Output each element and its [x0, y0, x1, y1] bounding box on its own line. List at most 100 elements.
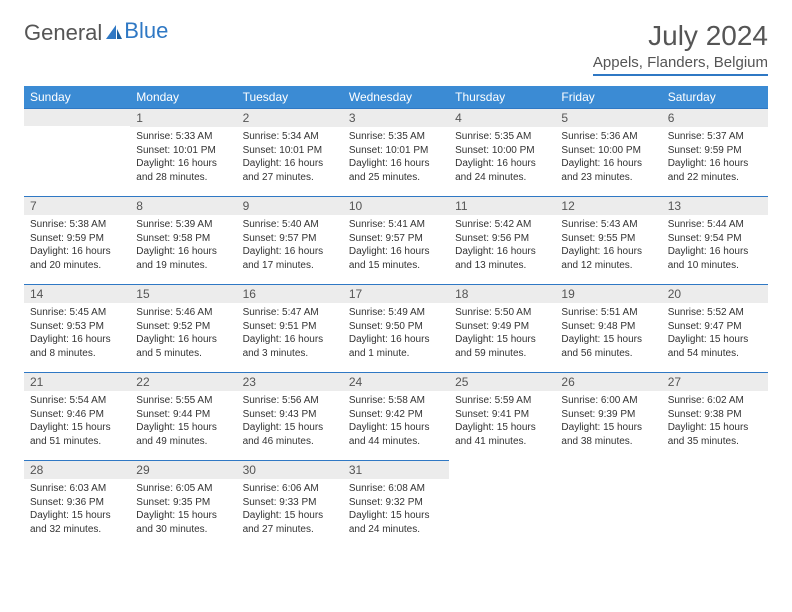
day-number: 18 [449, 284, 555, 303]
calendar-table: SundayMondayTuesdayWednesdayThursdayFrid… [24, 86, 768, 548]
weekday-header: Saturday [662, 86, 768, 108]
header: General Blue July 2024 Appels, Flanders,… [24, 20, 768, 76]
calendar-cell: 21Sunrise: 5:54 AMSunset: 9:46 PMDayligh… [24, 372, 130, 460]
day-number: 13 [662, 196, 768, 215]
calendar-cell: 30Sunrise: 6:06 AMSunset: 9:33 PMDayligh… [237, 460, 343, 548]
day-number: 14 [24, 284, 130, 303]
day-number: 9 [237, 196, 343, 215]
day-details: Sunrise: 5:42 AMSunset: 9:56 PMDaylight:… [449, 215, 555, 278]
day-details: Sunrise: 5:35 AMSunset: 10:01 PMDaylight… [343, 127, 449, 190]
day-number: 12 [555, 196, 661, 215]
calendar-cell: 28Sunrise: 6:03 AMSunset: 9:36 PMDayligh… [24, 460, 130, 548]
calendar-cell: 23Sunrise: 5:56 AMSunset: 9:43 PMDayligh… [237, 372, 343, 460]
day-number: 5 [555, 108, 661, 127]
calendar-cell [449, 460, 555, 548]
weekday-header: Wednesday [343, 86, 449, 108]
day-details: Sunrise: 5:35 AMSunset: 10:00 PMDaylight… [449, 127, 555, 190]
calendar-cell [24, 108, 130, 196]
calendar-cell: 11Sunrise: 5:42 AMSunset: 9:56 PMDayligh… [449, 196, 555, 284]
calendar-cell: 27Sunrise: 6:02 AMSunset: 9:38 PMDayligh… [662, 372, 768, 460]
day-details: Sunrise: 6:02 AMSunset: 9:38 PMDaylight:… [662, 391, 768, 454]
day-number: 22 [130, 372, 236, 391]
calendar-cell: 9Sunrise: 5:40 AMSunset: 9:57 PMDaylight… [237, 196, 343, 284]
calendar-cell: 6Sunrise: 5:37 AMSunset: 9:59 PMDaylight… [662, 108, 768, 196]
day-details: Sunrise: 5:47 AMSunset: 9:51 PMDaylight:… [237, 303, 343, 366]
calendar-cell: 10Sunrise: 5:41 AMSunset: 9:57 PMDayligh… [343, 196, 449, 284]
calendar-cell: 16Sunrise: 5:47 AMSunset: 9:51 PMDayligh… [237, 284, 343, 372]
day-details: Sunrise: 5:56 AMSunset: 9:43 PMDaylight:… [237, 391, 343, 454]
day-details: Sunrise: 5:45 AMSunset: 9:53 PMDaylight:… [24, 303, 130, 366]
page-title: July 2024 [593, 20, 768, 52]
calendar-cell: 14Sunrise: 5:45 AMSunset: 9:53 PMDayligh… [24, 284, 130, 372]
day-number: 23 [237, 372, 343, 391]
day-number: 21 [24, 372, 130, 391]
day-details: Sunrise: 5:59 AMSunset: 9:41 PMDaylight:… [449, 391, 555, 454]
day-number: 27 [662, 372, 768, 391]
day-details: Sunrise: 5:51 AMSunset: 9:48 PMDaylight:… [555, 303, 661, 366]
day-number: 30 [237, 460, 343, 479]
calendar-cell: 5Sunrise: 5:36 AMSunset: 10:00 PMDayligh… [555, 108, 661, 196]
day-number: 25 [449, 372, 555, 391]
calendar-row: 14Sunrise: 5:45 AMSunset: 9:53 PMDayligh… [24, 284, 768, 372]
day-details: Sunrise: 5:54 AMSunset: 9:46 PMDaylight:… [24, 391, 130, 454]
calendar-row: 28Sunrise: 6:03 AMSunset: 9:36 PMDayligh… [24, 460, 768, 548]
day-details: Sunrise: 5:39 AMSunset: 9:58 PMDaylight:… [130, 215, 236, 278]
day-number: 3 [343, 108, 449, 127]
day-number: 17 [343, 284, 449, 303]
calendar-cell: 2Sunrise: 5:34 AMSunset: 10:01 PMDayligh… [237, 108, 343, 196]
calendar-cell: 7Sunrise: 5:38 AMSunset: 9:59 PMDaylight… [24, 196, 130, 284]
calendar-cell: 19Sunrise: 5:51 AMSunset: 9:48 PMDayligh… [555, 284, 661, 372]
day-number: 28 [24, 460, 130, 479]
day-number: 7 [24, 196, 130, 215]
day-details: Sunrise: 6:05 AMSunset: 9:35 PMDaylight:… [130, 479, 236, 542]
day-details: Sunrise: 5:40 AMSunset: 9:57 PMDaylight:… [237, 215, 343, 278]
logo-text-1: General [24, 20, 102, 46]
day-details: Sunrise: 5:43 AMSunset: 9:55 PMDaylight:… [555, 215, 661, 278]
calendar-cell: 29Sunrise: 6:05 AMSunset: 9:35 PMDayligh… [130, 460, 236, 548]
day-number-empty [24, 108, 130, 126]
day-details: Sunrise: 5:44 AMSunset: 9:54 PMDaylight:… [662, 215, 768, 278]
calendar-cell: 4Sunrise: 5:35 AMSunset: 10:00 PMDayligh… [449, 108, 555, 196]
weekday-header: Friday [555, 86, 661, 108]
day-number: 1 [130, 108, 236, 127]
weekday-header: Thursday [449, 86, 555, 108]
calendar-cell: 17Sunrise: 5:49 AMSunset: 9:50 PMDayligh… [343, 284, 449, 372]
day-number: 11 [449, 196, 555, 215]
calendar-cell: 8Sunrise: 5:39 AMSunset: 9:58 PMDaylight… [130, 196, 236, 284]
day-details: Sunrise: 5:55 AMSunset: 9:44 PMDaylight:… [130, 391, 236, 454]
logo-text-2: Blue [124, 18, 168, 44]
day-details: Sunrise: 6:08 AMSunset: 9:32 PMDaylight:… [343, 479, 449, 542]
calendar-row: 7Sunrise: 5:38 AMSunset: 9:59 PMDaylight… [24, 196, 768, 284]
day-details: Sunrise: 6:03 AMSunset: 9:36 PMDaylight:… [24, 479, 130, 542]
day-details: Sunrise: 5:38 AMSunset: 9:59 PMDaylight:… [24, 215, 130, 278]
calendar-row: 1Sunrise: 5:33 AMSunset: 10:01 PMDayligh… [24, 108, 768, 196]
day-details: Sunrise: 5:49 AMSunset: 9:50 PMDaylight:… [343, 303, 449, 366]
weekday-header: Tuesday [237, 86, 343, 108]
day-details: Sunrise: 5:34 AMSunset: 10:01 PMDaylight… [237, 127, 343, 190]
logo: General Blue [24, 20, 168, 46]
calendar-cell: 13Sunrise: 5:44 AMSunset: 9:54 PMDayligh… [662, 196, 768, 284]
calendar-cell: 15Sunrise: 5:46 AMSunset: 9:52 PMDayligh… [130, 284, 236, 372]
calendar-cell: 22Sunrise: 5:55 AMSunset: 9:44 PMDayligh… [130, 372, 236, 460]
calendar-cell: 12Sunrise: 5:43 AMSunset: 9:55 PMDayligh… [555, 196, 661, 284]
weekday-header-row: SundayMondayTuesdayWednesdayThursdayFrid… [24, 86, 768, 108]
day-details: Sunrise: 6:00 AMSunset: 9:39 PMDaylight:… [555, 391, 661, 454]
calendar-cell: 26Sunrise: 6:00 AMSunset: 9:39 PMDayligh… [555, 372, 661, 460]
day-details: Sunrise: 5:41 AMSunset: 9:57 PMDaylight:… [343, 215, 449, 278]
day-details: Sunrise: 6:06 AMSunset: 9:33 PMDaylight:… [237, 479, 343, 542]
day-number: 4 [449, 108, 555, 127]
calendar-cell: 1Sunrise: 5:33 AMSunset: 10:01 PMDayligh… [130, 108, 236, 196]
day-number: 6 [662, 108, 768, 127]
location-label: Appels, Flanders, Belgium [593, 54, 768, 76]
calendar-body: 1Sunrise: 5:33 AMSunset: 10:01 PMDayligh… [24, 108, 768, 548]
day-details: Sunrise: 5:46 AMSunset: 9:52 PMDaylight:… [130, 303, 236, 366]
day-details: Sunrise: 5:58 AMSunset: 9:42 PMDaylight:… [343, 391, 449, 454]
day-number: 16 [237, 284, 343, 303]
calendar-cell: 24Sunrise: 5:58 AMSunset: 9:42 PMDayligh… [343, 372, 449, 460]
day-number: 20 [662, 284, 768, 303]
day-details: Sunrise: 5:37 AMSunset: 9:59 PMDaylight:… [662, 127, 768, 190]
day-number: 24 [343, 372, 449, 391]
day-number: 15 [130, 284, 236, 303]
calendar-row: 21Sunrise: 5:54 AMSunset: 9:46 PMDayligh… [24, 372, 768, 460]
day-number: 26 [555, 372, 661, 391]
